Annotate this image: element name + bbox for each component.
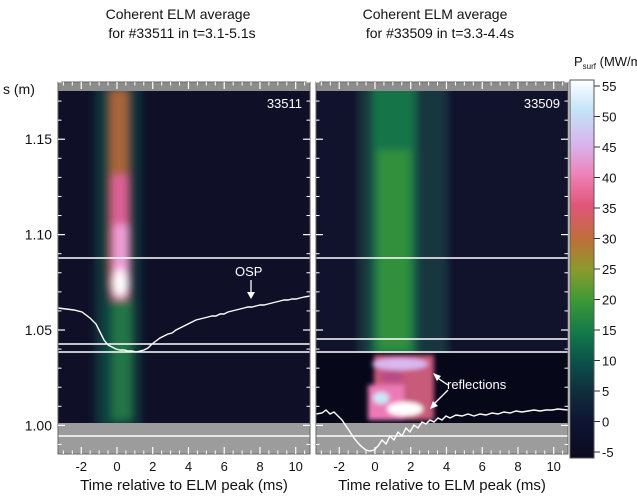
panel-2-reflections-label: reflections bbox=[447, 377, 507, 392]
panel-1-osp-trace bbox=[58, 295, 310, 353]
y-axis-label: s (m) bbox=[3, 81, 35, 97]
panel-2-title-line2: for #33509 in t=3.3-4.4s bbox=[366, 25, 514, 41]
colorbar-label-main: P bbox=[574, 54, 583, 69]
x-tick-label: -2 bbox=[75, 459, 87, 474]
y-tick-label: 1.00 bbox=[25, 417, 52, 433]
colorbar-tick-label: 25 bbox=[602, 262, 616, 277]
colorbar-label-unit: (MW/m bbox=[596, 54, 637, 69]
panel-1-bottom-band bbox=[58, 423, 310, 454]
panel-2-reflections-arrow-lower bbox=[432, 389, 449, 406]
colorbar-tick-label: 0 bbox=[602, 415, 609, 430]
panel-1-x-axis-label: Time relative to ELM peak (ms) bbox=[80, 477, 288, 494]
colorbar-tick-label: 20 bbox=[602, 293, 616, 308]
y-tick-label: 1.15 bbox=[25, 131, 52, 147]
x-tick-label: 10 bbox=[546, 459, 560, 474]
panel-2-top-band bbox=[316, 82, 568, 91]
x-tick-label: 8 bbox=[256, 459, 263, 474]
x-tick-label: 6 bbox=[221, 459, 228, 474]
colorbar-tick-label: 30 bbox=[602, 232, 616, 247]
panel-2-reflections-light-top bbox=[372, 358, 428, 370]
panel-1-shot-label: 33511 bbox=[267, 96, 302, 111]
colorbar-tick-label: 15 bbox=[602, 323, 616, 338]
x-tick-label: 10 bbox=[288, 459, 302, 474]
panel-2-reflections-light-left bbox=[373, 392, 389, 404]
colorbar-tick-label: 40 bbox=[602, 171, 616, 186]
x-tick-label: 2 bbox=[407, 459, 414, 474]
colorbar-gradient bbox=[569, 79, 595, 459]
panel-2-x-axis-label: Time relative to ELM peak (ms) bbox=[338, 477, 546, 494]
panel-2-frame bbox=[315, 81, 569, 455]
panel-2-reflections-mid bbox=[380, 372, 404, 382]
panel-1-title-line1: Coherent ELM average bbox=[106, 6, 251, 22]
colorbar-tick-label: 45 bbox=[602, 140, 616, 155]
panel-2-axis-ticks bbox=[316, 81, 568, 454]
x-tick-label: 8 bbox=[514, 459, 521, 474]
panel-1-title-line2: for #33511 in t=3.1-5.1s bbox=[108, 25, 255, 41]
panel-2-shot-label: 33509 bbox=[524, 96, 560, 111]
panel-2-title-line1: Coherent ELM average bbox=[363, 6, 508, 22]
panel-2-osp-trace bbox=[316, 408, 568, 452]
colorbar-label-sub: surf bbox=[583, 62, 597, 71]
panel-1-green-tail bbox=[112, 300, 132, 420]
colorbar: Psurf (MW/m2) -5 0 5 10 15 20 25 30 35 40 45 50 55 bbox=[569, 54, 637, 460]
panel-2-reflections-peak bbox=[387, 402, 423, 416]
colorbar-tick-label: 10 bbox=[602, 354, 616, 369]
y-tick-label: 1.10 bbox=[25, 227, 52, 243]
colorbar-tick-label: 55 bbox=[602, 79, 616, 94]
colorbar-tick-label: 5 bbox=[602, 384, 609, 399]
panel-1-osp-arrowhead bbox=[247, 292, 255, 299]
panel-2-bottom-band bbox=[316, 423, 568, 454]
x-tick-label: 0 bbox=[113, 459, 120, 474]
panel-1-frame bbox=[57, 81, 311, 455]
colorbar-tick-label: -5 bbox=[602, 445, 614, 460]
x-tick-label: 4 bbox=[443, 459, 450, 474]
panel-1-osp-label: OSP bbox=[235, 264, 262, 279]
panel-2-reflections-arrowhead-upper bbox=[433, 373, 441, 381]
x-tick-label: -2 bbox=[333, 459, 345, 474]
panel-1-heatmap: 33511 OSP bbox=[57, 81, 311, 455]
colorbar-tick-label: 50 bbox=[602, 110, 616, 125]
x-tick-labels: -2 0 2 4 6 8 10 -2 0 2 4 6 8 10 bbox=[75, 459, 560, 474]
panel-1-top-band bbox=[58, 82, 310, 91]
panel-1-peak bbox=[113, 269, 127, 297]
panel-2-reflections-arrowhead-lower bbox=[430, 401, 438, 409]
x-tick-label: 2 bbox=[149, 459, 156, 474]
x-tick-label: 4 bbox=[185, 459, 192, 474]
colorbar-ticks: -5 0 5 10 15 20 25 30 35 40 45 50 55 bbox=[594, 79, 616, 460]
colorbar-tick-label: 35 bbox=[602, 201, 616, 216]
panel-2-heatmap: 33509 reflections bbox=[315, 81, 569, 455]
y-tick-label: 1.05 bbox=[25, 322, 52, 338]
panel-2-dark-gap bbox=[316, 353, 568, 423]
x-tick-label: 0 bbox=[371, 459, 378, 474]
panel-1-axis-ticks bbox=[58, 81, 310, 454]
panel-2-green-core bbox=[378, 150, 410, 350]
y-tick-labels: 1.00 1.05 1.10 1.15 bbox=[25, 131, 52, 433]
colorbar-label: Psurf (MW/m2) bbox=[574, 54, 637, 71]
x-tick-label: 6 bbox=[479, 459, 486, 474]
